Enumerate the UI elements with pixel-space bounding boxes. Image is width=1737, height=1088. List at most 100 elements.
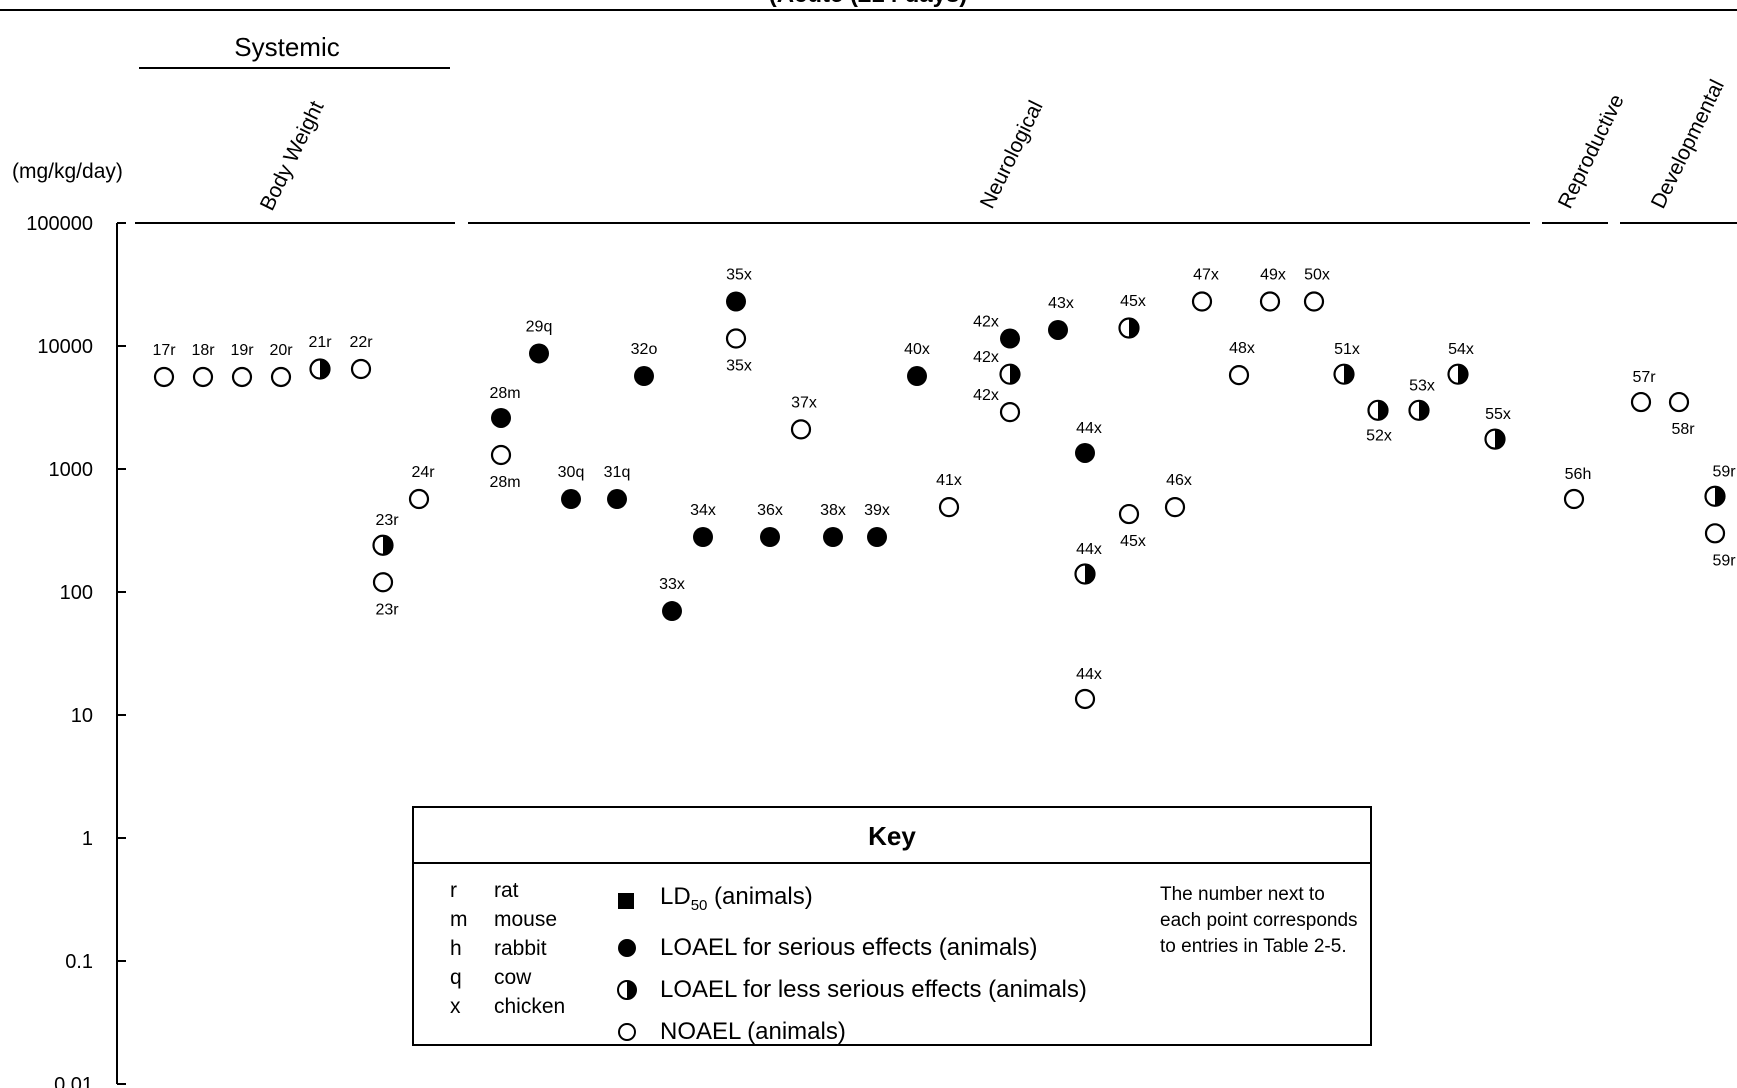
data-point: 22r (349, 334, 373, 380)
point-label: 28m (489, 385, 520, 402)
point-label: 35x (726, 358, 752, 375)
data-point: 43x (1048, 295, 1074, 340)
point-label: 31q (604, 464, 631, 481)
noael-marker (372, 572, 394, 593)
point-label: 19r (230, 342, 254, 359)
noael-marker (1704, 523, 1726, 544)
y-tick-label: 1000 (49, 459, 94, 481)
loael-serious-marker (1048, 319, 1068, 340)
point-label: 42x (973, 387, 999, 404)
point-label: 18r (191, 342, 215, 359)
loael-serious-marker (1000, 328, 1020, 349)
data-point: 35x (725, 328, 752, 375)
loael-less-fill (1378, 400, 1388, 420)
point-label: 50x (1304, 267, 1330, 284)
point-label: 47x (1193, 267, 1219, 284)
noael-marker (350, 358, 372, 380)
y-axis-unit-label: (mg/kg/day) (12, 160, 123, 183)
data-point: 17r (152, 342, 176, 388)
species-name: chicken (494, 995, 566, 1018)
point-label: 23r (375, 512, 399, 529)
noael-marker (270, 366, 292, 388)
point-label: 44x (1076, 541, 1102, 558)
noael-marker (790, 419, 812, 440)
point-label: 42x (973, 314, 999, 331)
legend-loael-serious: LOAEL for serious effects (animals) (616, 927, 1087, 969)
noael-marker (1563, 488, 1585, 510)
loael-less-fill (1010, 364, 1020, 384)
data-point: 52x (1366, 399, 1392, 444)
noael-marker (999, 402, 1021, 423)
point-label: 51x (1334, 341, 1360, 358)
point-label: 38x (820, 502, 846, 519)
point-label: 30q (558, 464, 585, 481)
species-item: x chicken (450, 992, 565, 1021)
point-label: 42x (973, 349, 999, 366)
data-point: 55x (1484, 406, 1511, 450)
neurological-label: Neurological (976, 97, 1048, 212)
noael-marker (1164, 497, 1186, 518)
point-label: 28m (489, 474, 520, 491)
data-point: 45x (1118, 293, 1146, 339)
legend-loael-less: LOAEL for less serious effects (animals) (616, 969, 1087, 1011)
noael-marker (1191, 291, 1213, 312)
species-item: h rabbit (450, 934, 565, 963)
data-point: 23r (372, 572, 399, 618)
body-weight-label: Body Weight (256, 97, 329, 214)
legend-loael-less-label: LOAEL for less serious effects (animals) (660, 975, 1087, 1003)
point-label: 55x (1485, 406, 1511, 423)
point-label: 43x (1048, 295, 1074, 312)
group-labels: (Acute (≤14 days) (mg/kg/day) Systemic B… (12, 0, 1729, 214)
point-label: 52x (1366, 427, 1392, 444)
data-point: 59r (1704, 463, 1736, 507)
legend-loael-serious-label: LOAEL for serious effects (animals) (660, 933, 1038, 961)
loael-serious-marker (607, 489, 627, 510)
species-code: x (450, 995, 461, 1018)
loael-less-fill (1458, 364, 1468, 384)
point-label: 35x (726, 267, 752, 284)
noael-marker (1630, 391, 1652, 413)
data-point: 44x (1075, 420, 1102, 463)
y-tick-label: 10000 (37, 336, 93, 358)
species-list: r rat m mouse h rabbit q cow x chicken (450, 876, 565, 1021)
header-fragment: (Acute (≤14 days) (769, 0, 968, 8)
point-label: 44x (1076, 666, 1102, 683)
data-point: 41x (936, 472, 962, 518)
key-box: Key r rat m mouse h rabbit q cow x chicken LD… (412, 806, 1372, 1046)
loael-less-fill (1495, 429, 1505, 449)
point-label: 23r (375, 601, 399, 618)
point-label: 54x (1448, 341, 1474, 358)
data-point: 51x (1333, 341, 1360, 385)
data-point: 33x (659, 576, 685, 622)
data-point: 42x (973, 387, 1021, 423)
data-point: 35x (726, 267, 752, 312)
data-point: 53x (1408, 377, 1435, 421)
point-label: 53x (1409, 377, 1435, 394)
y-tick-label: 0.01 (54, 1074, 93, 1088)
data-point: 24r (408, 464, 435, 510)
loael-serious-marker (693, 526, 713, 547)
point-label: 41x (936, 472, 962, 489)
loael-serious-marker (760, 526, 780, 547)
point-label: 39x (864, 502, 890, 519)
loael-serious-marker (823, 526, 843, 547)
y-axis-ticks: 100000 10000 1000 100 10 1 0.1 0.01 (26, 213, 126, 1088)
loael-less-fill (1419, 400, 1429, 420)
data-points: 17r 18r 19r 20r 21r 22r 23r 23r 24r 28m 28m 29q 30q 3… (152, 267, 1736, 710)
loael-serious-marker (726, 291, 746, 312)
species-item: r rat (450, 876, 565, 905)
loael-serious-marker (907, 366, 927, 387)
data-point: 34x (690, 502, 716, 547)
point-label: 37x (791, 394, 817, 411)
chart-frame (0, 9, 1737, 1084)
loael-serious-marker (662, 601, 682, 622)
noael-marker (1074, 688, 1096, 710)
point-label: 56h (1565, 466, 1592, 483)
loael-serious-marker (867, 526, 887, 547)
y-tick-label: 10 (71, 705, 93, 727)
loael-serious-marker (529, 343, 549, 364)
data-point: 39x (864, 502, 890, 547)
noael-marker (231, 366, 253, 388)
data-point: 18r (191, 342, 215, 388)
point-label: 34x (690, 502, 716, 519)
